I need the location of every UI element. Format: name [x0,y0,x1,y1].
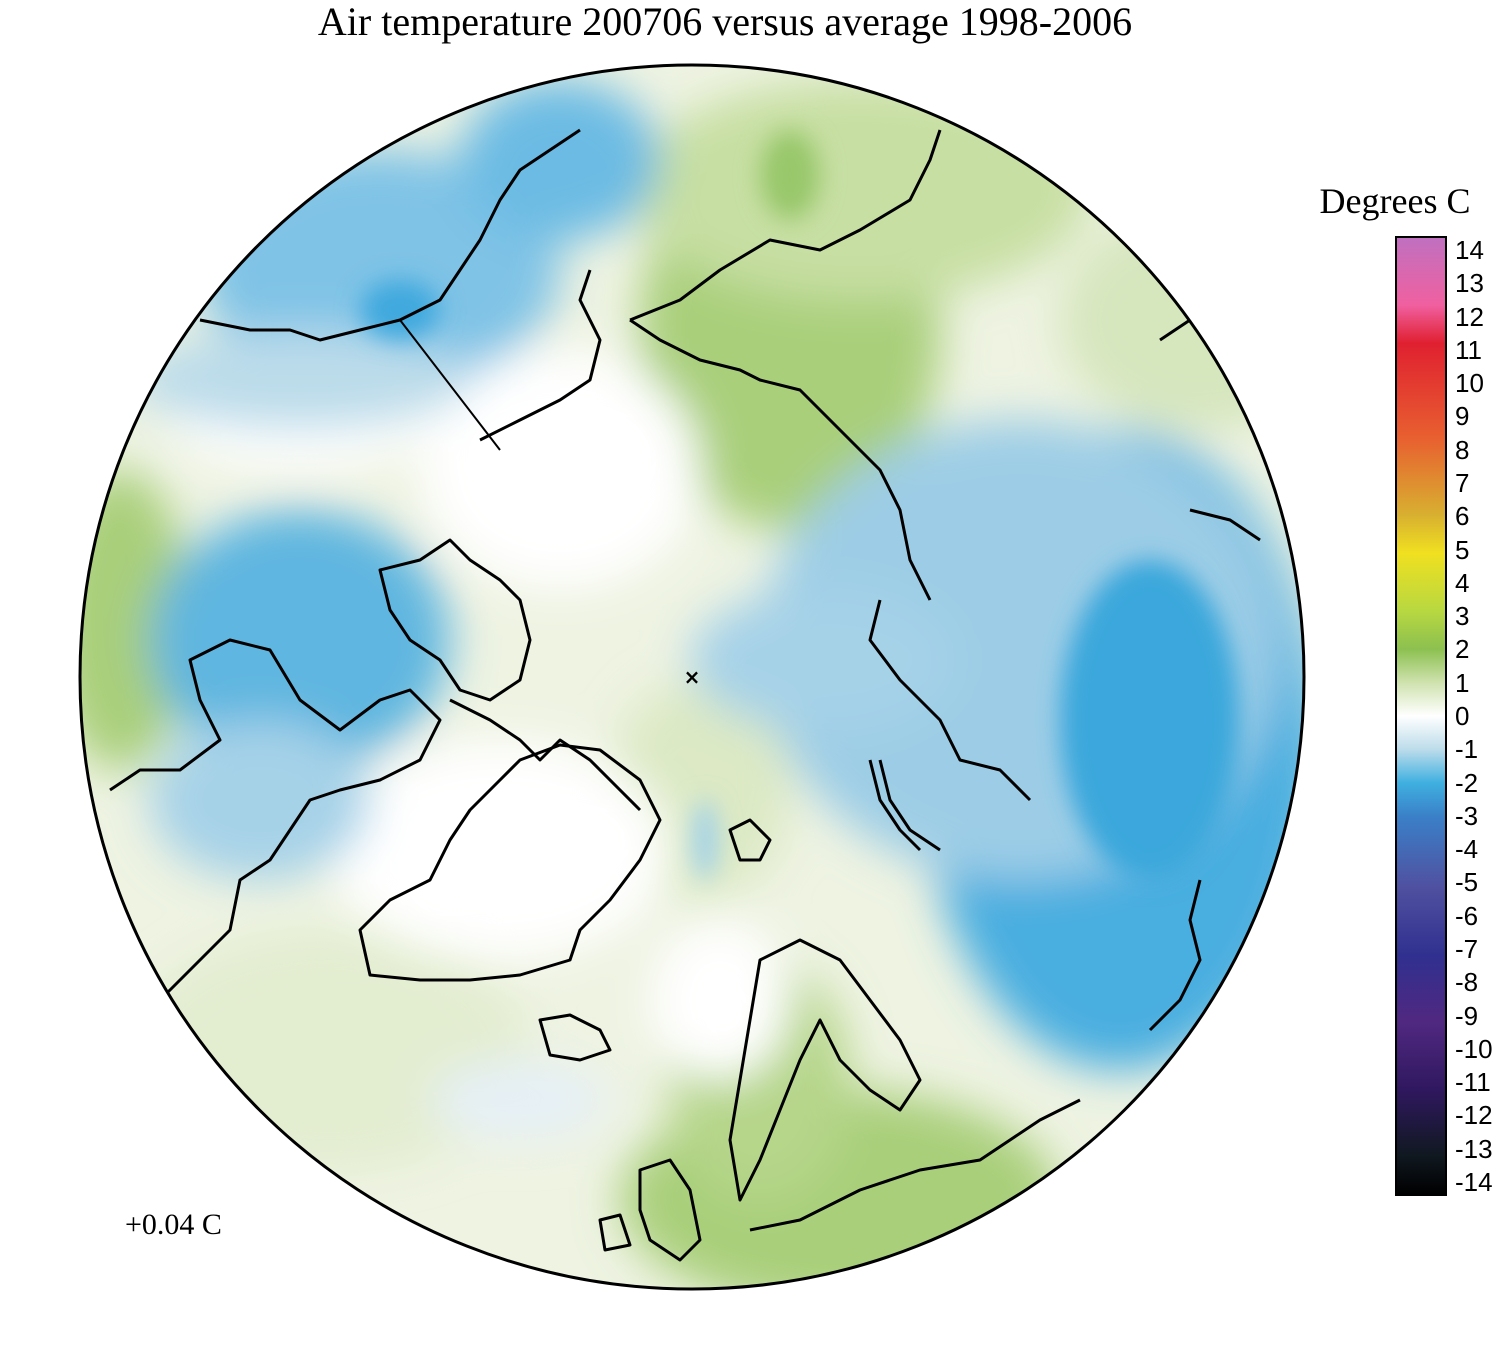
coastline-eurasia-north [629,129,942,601]
north-pole-marker: × [684,665,701,689]
colorbar-tick-label: -1 [1455,734,1479,765]
colorbar-tick-label: 11 [1455,334,1482,365]
colorbar-tick-label: -14 [1455,1167,1493,1197]
colorbar-tick-label: -10 [1455,1033,1493,1064]
colorbar [1395,236,1447,1196]
colorbar-tick-label: 13 [1455,268,1484,299]
colorbar-tick-label: -8 [1455,967,1479,998]
colorbar-tick-label: 12 [1455,301,1484,332]
coastlines [109,128,1292,1262]
coastline-europe [749,1098,1081,1232]
colorbar-tick-label: -4 [1455,834,1479,865]
colorbar-tick-label: -6 [1455,900,1479,931]
colorbar-tick-label: -11 [1455,1067,1491,1098]
coastline-alaska [199,128,602,442]
colorbar-tick-label: -12 [1455,1100,1493,1131]
colorbar-tick-label: 4 [1455,567,1470,598]
colorbar-tick-label: 7 [1455,468,1470,498]
colorbar-tick-label: 6 [1455,501,1470,532]
map-title: Air temperature 200706 versus average 19… [317,0,1133,44]
coastline-canadian-archipelago [378,538,642,812]
colorbar-tick-label: 8 [1455,434,1470,465]
coastline-british-isles [598,1158,702,1262]
colorbar-tick-label: 10 [1455,368,1484,399]
colorbar-tick-label: -13 [1455,1133,1493,1164]
coastline-novaya-zemlya [868,759,922,852]
colorbar-tick-label: 9 [1455,401,1470,432]
mean-anomaly-label: +0.04 C [125,1208,222,1241]
colorbar-tick-label: 0 [1455,701,1470,731]
coastline-iceland [538,1013,612,1062]
coastline-siberia [868,599,1032,852]
colorbar-ticks: 14 13 12 11 10 9 8 7 6 5 4 3 2 1 0 -1 -2 -3 -4 -5 -6 -7 -8 -9 -1… [1455,236,1500,1196]
coastline-scandinavia [728,938,922,1202]
colorbar-tick-label: -5 [1455,867,1479,898]
colorbar-tick-label: 3 [1455,601,1470,632]
coastline-svalbard [728,818,772,862]
colorbar-tick-label: 2 [1455,634,1470,665]
colorbar-tick-label: -9 [1455,1000,1479,1031]
border-alaska-canada [399,319,501,451]
colorbar-units-label: Degrees C [1319,181,1471,221]
colorbar-tick-label: -2 [1455,767,1479,798]
colorbar-tick-label: -3 [1455,800,1479,831]
colorbar-tick-label: -7 [1455,934,1479,964]
coastline-greenland [358,743,662,982]
coastline-north-america [109,638,442,1012]
colorbar-tick-label: 1 [1455,667,1470,698]
map-boundary-circle [78,63,1306,1291]
colorbar-tick-label: 14 [1455,235,1484,265]
colorbar-tick-label: 5 [1455,534,1470,565]
